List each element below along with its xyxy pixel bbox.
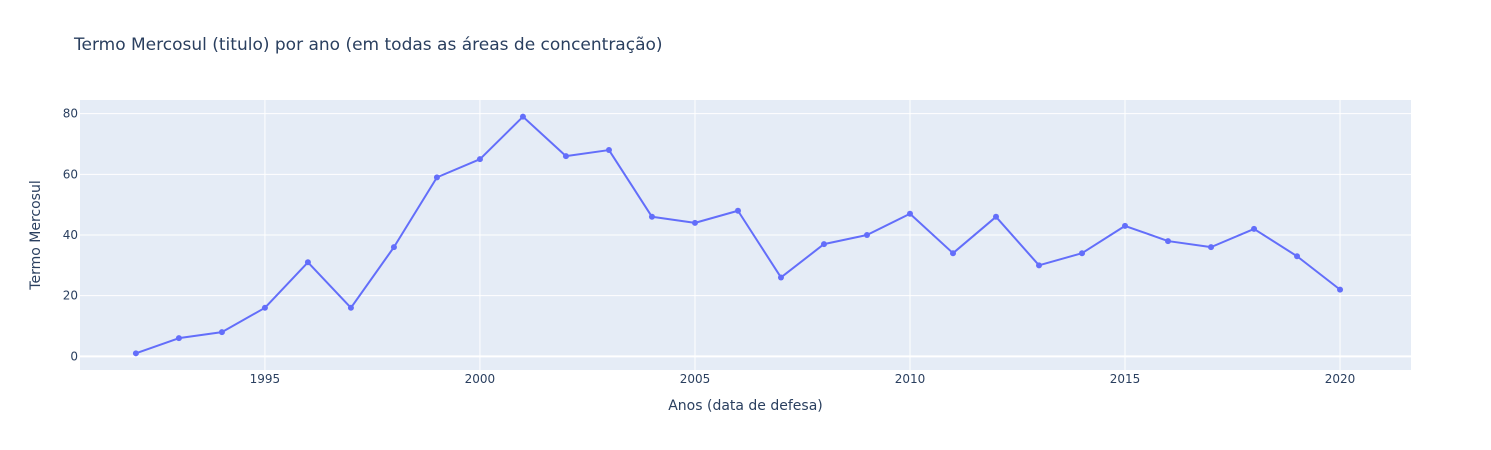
- y-tick-label: 60: [63, 167, 78, 181]
- series-layer: [132, 113, 1344, 357]
- x-tick-label: 2010: [895, 372, 926, 386]
- data-point[interactable]: [261, 304, 268, 311]
- data-point[interactable]: [1294, 253, 1301, 260]
- data-point[interactable]: [562, 153, 569, 160]
- data-point[interactable]: [648, 213, 655, 220]
- x-tick-label: 2015: [1110, 372, 1141, 386]
- data-point[interactable]: [218, 329, 225, 336]
- y-tick-label: 20: [63, 289, 78, 303]
- data-point[interactable]: [1122, 222, 1129, 229]
- data-point[interactable]: [906, 210, 913, 217]
- data-point[interactable]: [1251, 225, 1258, 232]
- y-tick-label: 80: [63, 107, 78, 121]
- y-tick-label: 40: [63, 228, 78, 242]
- data-point[interactable]: [132, 350, 139, 357]
- data-point[interactable]: [433, 174, 440, 181]
- x-tick-label: 1995: [250, 372, 281, 386]
- y-axis-title: Termo Mercosul: [28, 180, 44, 290]
- data-point[interactable]: [863, 232, 870, 238]
- data-point[interactable]: [605, 147, 612, 154]
- data-point[interactable]: [1165, 238, 1172, 245]
- chart-title: Termo Mercosul (titulo) por ano (em toda…: [73, 35, 663, 55]
- data-point[interactable]: [390, 244, 397, 251]
- data-point[interactable]: [777, 274, 784, 281]
- y-axis: 0 20 40 60 80: [63, 107, 78, 364]
- data-point[interactable]: [476, 156, 483, 163]
- data-point[interactable]: [347, 304, 354, 311]
- y-tick-label: 0: [70, 349, 78, 363]
- data-point[interactable]: [519, 113, 526, 120]
- data-point[interactable]: [949, 250, 956, 257]
- x-tick-label: 2000: [465, 372, 496, 386]
- data-point[interactable]: [1337, 286, 1344, 293]
- data-point[interactable]: [175, 335, 182, 342]
- data-point[interactable]: [1036, 262, 1043, 269]
- data-point[interactable]: [304, 259, 311, 266]
- x-tick-label: 2005: [680, 372, 711, 386]
- data-point[interactable]: [691, 219, 698, 226]
- data-point[interactable]: [1208, 244, 1215, 251]
- data-point[interactable]: [734, 207, 741, 214]
- data-point[interactable]: [993, 213, 1000, 220]
- data-point[interactable]: [820, 241, 827, 248]
- x-tick-label: 2020: [1325, 372, 1356, 386]
- gridlines: [80, 100, 1411, 370]
- data-point[interactable]: [1079, 250, 1086, 257]
- x-axis: 1995 2000 2005 2010 2015 2020: [250, 372, 1356, 386]
- x-axis-title: Anos (data de defesa): [668, 398, 823, 414]
